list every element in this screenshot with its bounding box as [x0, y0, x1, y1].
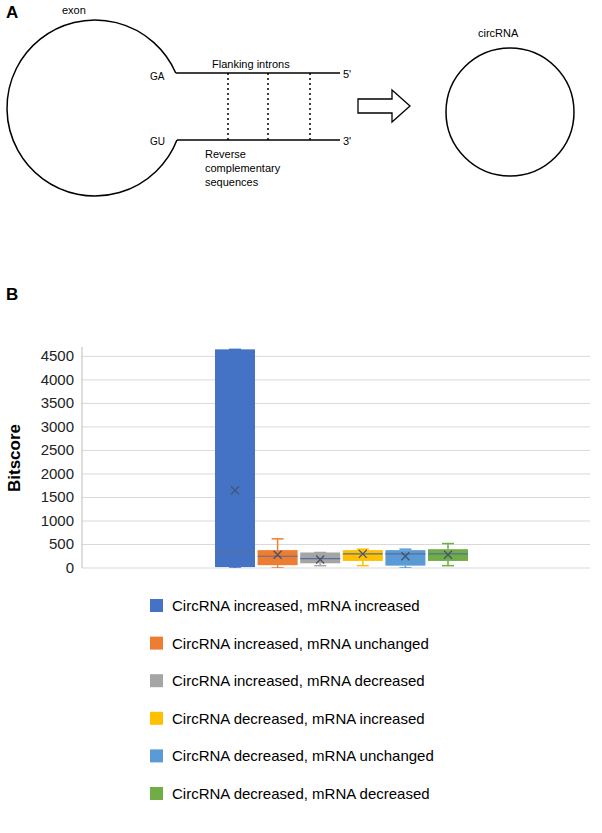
- legend-swatch: [150, 637, 163, 650]
- base-pairing: [267, 73, 269, 140]
- box: [343, 550, 383, 561]
- mean-marker: [274, 551, 282, 559]
- y-tick-label: 4500: [41, 347, 74, 364]
- pairing-label: complementary: [205, 162, 281, 174]
- mean-marker: [231, 486, 239, 494]
- legend-swatch: [150, 674, 163, 687]
- y-tick-label: 1500: [41, 488, 74, 505]
- whisker-cap: [357, 565, 369, 567]
- y-tick-label: 1000: [41, 512, 74, 529]
- y-axis-title: Bitscore: [5, 424, 24, 492]
- exon-label: exon: [62, 4, 86, 16]
- grid-line: [82, 568, 590, 569]
- whisker: [447, 544, 449, 550]
- legend-label: CircRNA increased, mRNA unchanged: [172, 635, 429, 652]
- donor-site: GA: [150, 71, 165, 82]
- three-prime: 3': [343, 135, 351, 147]
- whisker-cap: [399, 548, 411, 550]
- y-tick-label: 2500: [41, 441, 74, 458]
- whisker-cap: [272, 538, 284, 540]
- grid-line: [82, 450, 590, 451]
- arrow: [358, 90, 410, 122]
- pairing-label: sequences: [205, 176, 259, 188]
- panel-a: Aexon GA GU Flanking introns 5' 3' Reverse comp…: [6, 3, 574, 196]
- circrna-label: circRNA: [478, 27, 519, 39]
- grid-line: [82, 426, 590, 427]
- whisker: [277, 539, 279, 550]
- grid-line: [82, 379, 590, 380]
- legend-swatch: [150, 787, 163, 800]
- y-tick-label: 0: [66, 559, 74, 576]
- acceptor-site: GU: [150, 136, 165, 147]
- median-line: [258, 556, 298, 557]
- y-tick-label: 2000: [41, 465, 74, 482]
- mean-marker: [401, 552, 409, 560]
- figure: Aexon GA GU Flanking introns 5' 3' Reverse comp…: [0, 0, 602, 833]
- box: [385, 550, 425, 566]
- grid-line: [82, 497, 590, 498]
- box: [300, 552, 340, 563]
- panel-b: B 0 500 1000 1500 2000 2500 3000 3500 4000 4500 Bit…: [5, 285, 590, 802]
- grid-line: [82, 520, 590, 521]
- box: [258, 550, 298, 565]
- y-axis: [82, 347, 83, 568]
- circrna: [446, 48, 574, 176]
- panel-label: A: [6, 3, 18, 22]
- whisker-cap: [442, 543, 454, 545]
- five-prime: 5': [343, 68, 351, 80]
- legend-swatch: [150, 749, 163, 762]
- box: [428, 549, 468, 561]
- legend-label: CircRNA increased, mRNA increased: [172, 597, 420, 614]
- y-tick-label: 500: [49, 535, 74, 552]
- legend-label: CircRNA decreased, mRNA increased: [172, 710, 425, 727]
- whisker-cap: [357, 548, 369, 550]
- intron-line: [177, 139, 340, 141]
- mean-marker: [444, 551, 452, 559]
- whisker-cap: [314, 565, 326, 567]
- legend-swatch: [150, 599, 163, 612]
- base-pairing: [309, 73, 311, 140]
- legend: CircRNA increased, mRNA increased CircRNA…: [150, 597, 434, 802]
- intron-line: [176, 72, 340, 74]
- mean-marker: [316, 556, 324, 564]
- base-pairing: [227, 73, 229, 140]
- whisker-cap: [442, 565, 454, 567]
- y-tick-label: 4000: [41, 371, 74, 388]
- exon-loop: [7, 20, 177, 196]
- legend-label: CircRNA decreased, mRNA unchanged: [172, 747, 434, 764]
- legend-label: CircRNA increased, mRNA decreased: [172, 672, 425, 689]
- median-line: [215, 551, 255, 552]
- grid-line: [82, 544, 590, 545]
- box: [215, 349, 255, 567]
- legend-label: CircRNA decreased, mRNA decreased: [172, 785, 430, 802]
- whisker-cap: [229, 567, 241, 568]
- legend-swatch: [150, 712, 163, 725]
- median-line: [385, 553, 425, 554]
- grid-line: [82, 473, 590, 474]
- whisker-cap: [399, 567, 411, 568]
- whisker-cap: [272, 567, 284, 568]
- flank-label: Flanking introns: [212, 58, 290, 70]
- grid-line: [82, 356, 590, 357]
- y-tick-label: 3500: [41, 394, 74, 411]
- pairing-label: Reverse: [205, 148, 246, 160]
- y-tick-label: 3000: [41, 418, 74, 435]
- marks: [215, 349, 468, 568]
- grid-line: [82, 403, 590, 404]
- mean-marker: [359, 550, 367, 558]
- panel-label: B: [6, 285, 18, 304]
